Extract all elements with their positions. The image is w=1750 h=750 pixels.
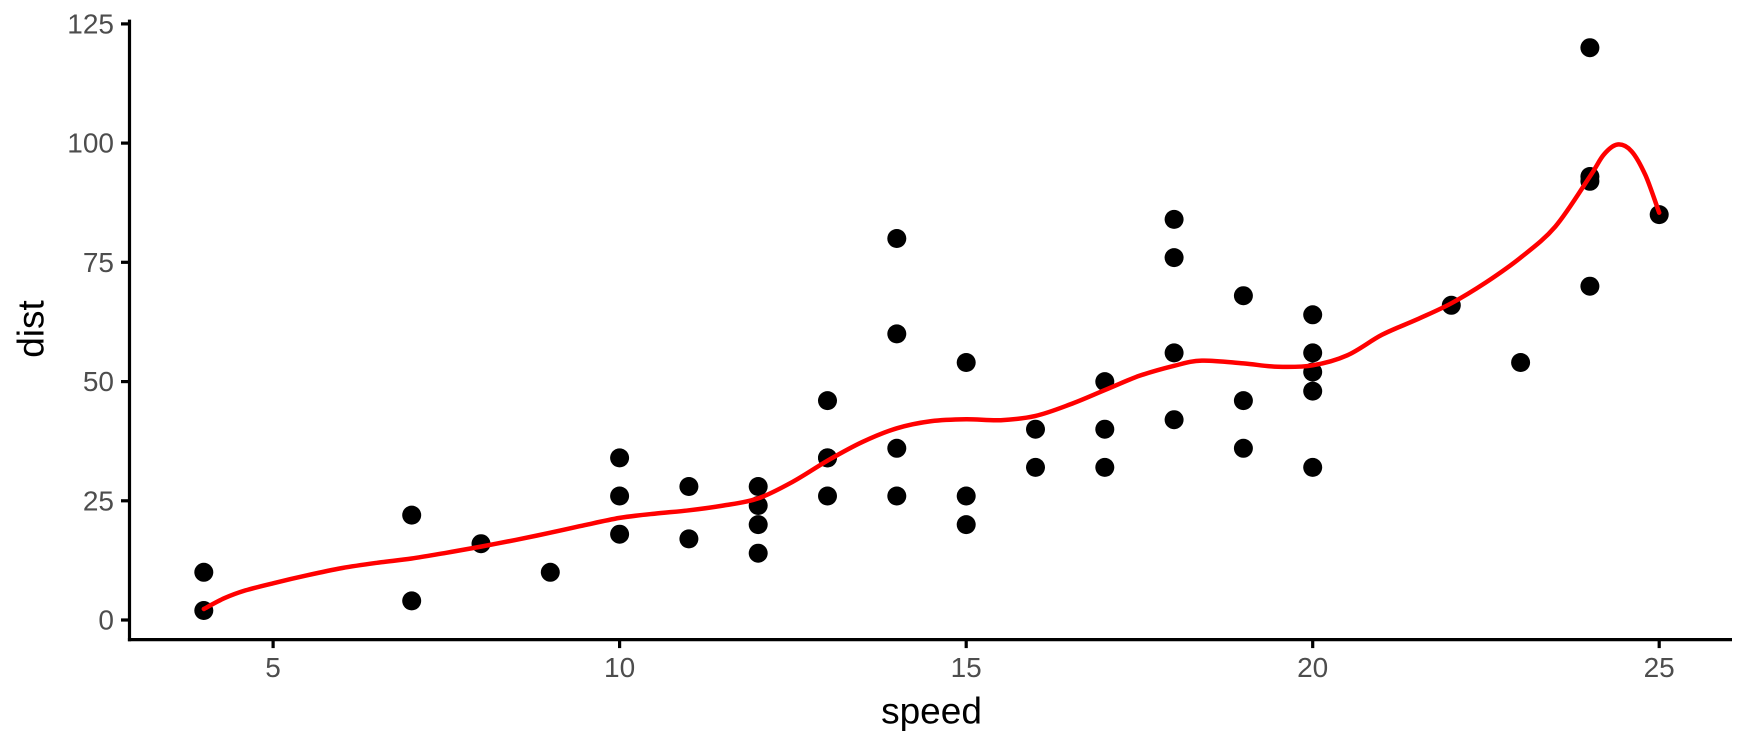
data-point (540, 562, 560, 582)
data-point (1026, 457, 1045, 477)
data-point (1233, 391, 1253, 411)
data-point (1303, 305, 1323, 325)
data-point (887, 438, 907, 458)
data-point (610, 448, 630, 468)
data-point (402, 591, 422, 611)
data-point (1164, 410, 1184, 430)
y-tick-label: 0 (98, 605, 114, 636)
y-tick-label: 75 (83, 247, 114, 278)
smooth-line-layer (201, 142, 1662, 612)
scatter-points-layer (194, 38, 1669, 620)
data-point (679, 477, 699, 496)
data-point (679, 529, 699, 549)
data-point (610, 524, 630, 544)
axes-layer: 5 10 15 20 25 0 25 50 75 100 125 (67, 8, 1732, 683)
y-axis-title: dist (10, 300, 52, 358)
data-point (748, 515, 768, 535)
data-point (818, 486, 837, 506)
data-point (1095, 419, 1115, 439)
x-tick-label: 15 (951, 652, 982, 683)
y-tick-label: 125 (67, 8, 114, 39)
data-point (1580, 38, 1600, 58)
loess-smooth-path (201, 142, 1662, 612)
data-point (1303, 343, 1323, 363)
data-point (194, 562, 214, 582)
data-point (956, 353, 976, 372)
data-point (1233, 438, 1253, 458)
data-point (1026, 419, 1045, 439)
x-tick-label: 5 (265, 652, 281, 683)
data-point (1164, 248, 1184, 268)
data-point (1511, 353, 1531, 372)
data-point (1580, 276, 1600, 296)
data-point (748, 543, 768, 563)
x-tick-label: 10 (604, 652, 635, 683)
x-tick-label: 20 (1297, 652, 1328, 683)
data-point (1164, 209, 1184, 229)
data-point (1303, 457, 1323, 477)
x-axis-title: speed (881, 690, 982, 732)
data-point (1303, 381, 1323, 401)
data-point (887, 486, 907, 506)
data-point (887, 324, 907, 344)
x-tick-label: 25 (1644, 652, 1675, 683)
data-point (402, 505, 422, 525)
data-point (1164, 343, 1184, 363)
data-point (956, 515, 976, 535)
data-point (610, 486, 630, 506)
data-point (1233, 286, 1253, 306)
data-point (818, 391, 837, 411)
data-point (1095, 457, 1115, 477)
y-tick-label: 100 (67, 128, 114, 159)
y-tick-label: 25 (83, 485, 114, 516)
y-tick-label: 50 (83, 366, 114, 397)
data-point (956, 486, 976, 506)
data-point (887, 229, 907, 248)
data-point (748, 477, 768, 496)
